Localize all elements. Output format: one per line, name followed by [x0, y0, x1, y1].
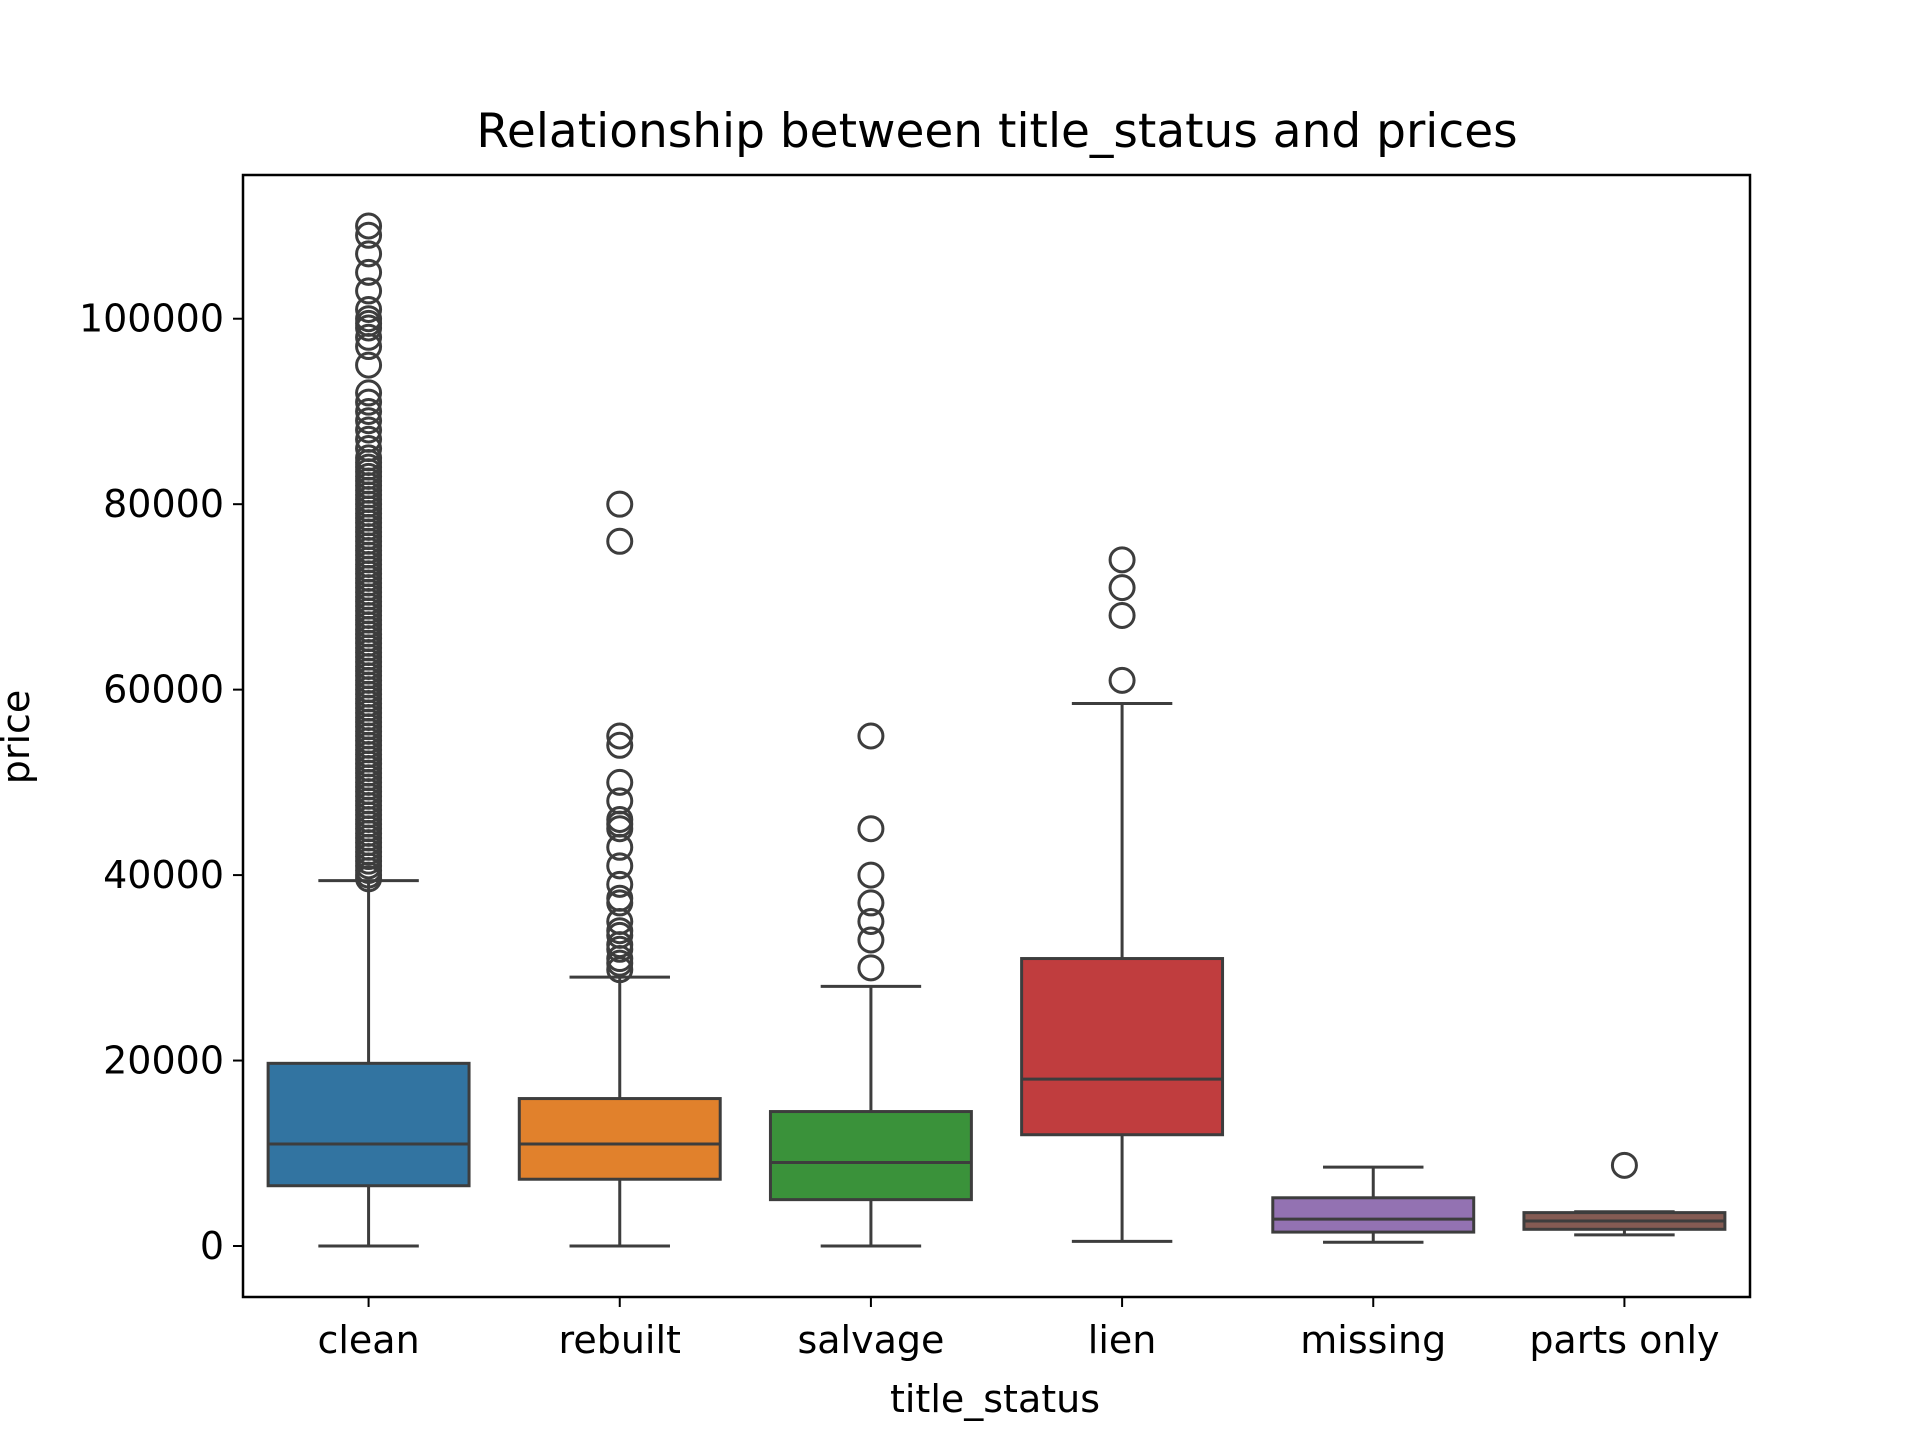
outlier-point	[606, 884, 634, 912]
outlier-point	[606, 852, 634, 880]
outlier-point	[857, 926, 885, 954]
y-tick-label: 40000	[103, 853, 224, 897]
outlier-point	[355, 258, 383, 286]
outlier-point	[606, 527, 634, 555]
outlier-point	[606, 490, 634, 518]
outlier-point	[606, 768, 634, 796]
box	[768, 1110, 973, 1202]
outlier-point	[1108, 666, 1136, 694]
box	[1271, 1196, 1476, 1234]
x-tick-label: rebuilt	[559, 1318, 681, 1362]
outlier-point	[355, 435, 383, 463]
box-group-lien	[1020, 546, 1225, 1243]
outlier-point	[606, 870, 634, 898]
x-tick-label: clean	[317, 1318, 419, 1362]
outlier-point	[355, 277, 383, 305]
chart-title: Relationship between title_status and pr…	[476, 104, 1517, 159]
outlier-point	[606, 787, 634, 815]
x-tick-label: salvage	[797, 1318, 944, 1362]
box	[1020, 957, 1225, 1137]
y-tick-label: 60000	[103, 668, 224, 712]
outlier-point	[606, 722, 634, 750]
outlier-point	[355, 388, 383, 416]
x-axis-label: title_status	[890, 1377, 1100, 1421]
outlier-point	[355, 379, 383, 407]
outlier-point	[857, 861, 885, 889]
outlier-point	[857, 954, 885, 982]
outlier-point	[1108, 601, 1136, 629]
outlier-point	[857, 722, 885, 750]
y-tick-label: 20000	[103, 1039, 224, 1083]
outlier-point	[1108, 546, 1136, 574]
box-group-clean	[266, 212, 471, 1248]
box-group-salvage	[768, 722, 973, 1248]
outlier-point	[355, 240, 383, 268]
outlier-point	[355, 212, 383, 240]
box	[517, 1097, 722, 1181]
box-group-missing	[1271, 1165, 1476, 1244]
outlier-point	[606, 731, 634, 759]
outlier-point	[1108, 574, 1136, 602]
outlier-point	[355, 305, 383, 333]
box-group-parts-only	[1522, 1151, 1727, 1237]
outlier-point	[355, 407, 383, 435]
y-tick-label: 80000	[103, 482, 224, 526]
outlier-point	[355, 221, 383, 249]
plot-frame	[241, 173, 1752, 1299]
y-tick-label: 0	[200, 1224, 224, 1268]
outlier-point	[355, 397, 383, 425]
outlier-point	[355, 444, 383, 472]
outlier-point	[355, 351, 383, 379]
outlier-point	[355, 416, 383, 444]
x-tick-label: lien	[1088, 1318, 1157, 1362]
outlier-point	[857, 889, 885, 917]
outlier-point	[857, 907, 885, 935]
outlier-point	[355, 425, 383, 453]
x-tick-label: parts only	[1529, 1318, 1719, 1362]
plot-area: 0 20000 40000 60000 80000 100000 clean rebuilt s…	[79, 173, 1752, 1362]
y-axis-label: price	[0, 690, 38, 785]
box	[266, 1061, 471, 1188]
outlier-point	[606, 917, 634, 945]
outlier-point	[606, 805, 634, 833]
outlier-point	[355, 323, 383, 351]
x-tick-label: missing	[1300, 1318, 1446, 1362]
outlier-point	[857, 815, 885, 843]
y-tick-label: 100000	[79, 297, 224, 341]
box-group-rebuilt	[517, 490, 722, 1248]
outlier-point	[355, 295, 383, 323]
outlier-point	[1610, 1151, 1638, 1179]
